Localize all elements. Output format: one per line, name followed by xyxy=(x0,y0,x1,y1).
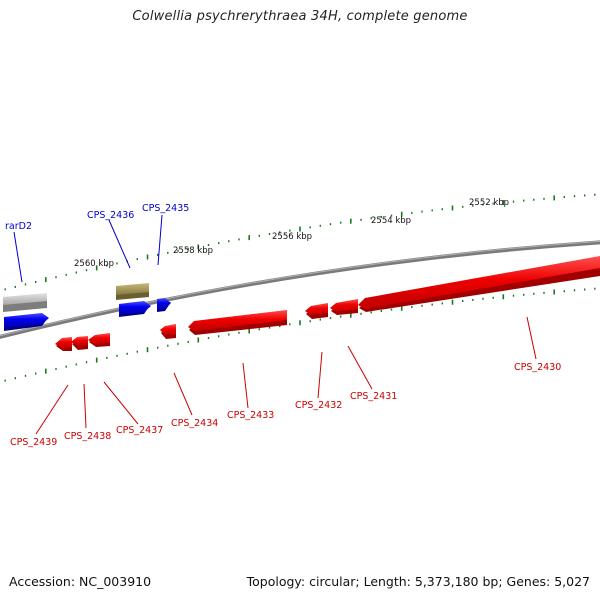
label-CPS_2437[interactable]: CPS_2437 xyxy=(116,425,163,436)
accession-text: Accession: NC_003910 xyxy=(9,574,152,589)
gene-rarD2[interactable] xyxy=(4,313,49,331)
scale-label-2558: 2558 kbp xyxy=(173,246,213,256)
label-CPS_2434[interactable]: CPS_2434 xyxy=(171,418,218,429)
label-CPS_2438[interactable]: CPS_2438 xyxy=(64,431,111,442)
genome-backbone xyxy=(0,240,600,339)
gene-CPS_2436[interactable] xyxy=(119,301,151,317)
gene-CPS_2432[interactable] xyxy=(305,303,328,319)
topology-text: Topology: circular; Length: 5,373,180 bp… xyxy=(246,574,590,589)
feature-olive[interactable] xyxy=(116,283,149,300)
label-CPS_2430[interactable]: CPS_2430 xyxy=(514,362,561,373)
scale-label-2554: 2554 kbp xyxy=(371,216,411,226)
scale-label-2556: 2556 kbp xyxy=(272,232,312,242)
gene-CPS_2437[interactable] xyxy=(88,333,110,347)
gene-CPS_2433[interactable] xyxy=(188,310,287,335)
genome-backbone-highlight xyxy=(0,240,600,337)
label-CPS_2432[interactable]: CPS_2432 xyxy=(295,400,342,411)
scale-label-2552: 2552 kbp xyxy=(469,198,509,208)
label-rarD2[interactable]: rarD2 xyxy=(5,221,32,232)
gene-CPS_2430[interactable] xyxy=(358,256,600,312)
label-CPS_2431[interactable]: CPS_2431 xyxy=(350,391,397,402)
gene-CPS_2431[interactable] xyxy=(330,299,358,315)
gene-CPS_2438[interactable] xyxy=(71,336,88,350)
gene-CPS_2439[interactable] xyxy=(55,337,72,351)
label-CPS_2433[interactable]: CPS_2433 xyxy=(227,410,274,421)
label-CPS_2435[interactable]: CPS_2435 xyxy=(142,203,189,214)
label-CPS_2436[interactable]: CPS_2436 xyxy=(87,210,134,221)
gene-CPS_2435[interactable] xyxy=(157,298,171,312)
map-title: Colwellia psychrerythraea 34H, complete … xyxy=(132,9,468,24)
gene-CPS_2434[interactable] xyxy=(160,324,176,339)
scale-label-2560: 2560 kbp xyxy=(74,259,114,269)
leader-lines xyxy=(13,214,537,435)
feature-gray[interactable] xyxy=(3,293,47,312)
label-CPS_2439[interactable]: CPS_2439 xyxy=(10,437,57,448)
